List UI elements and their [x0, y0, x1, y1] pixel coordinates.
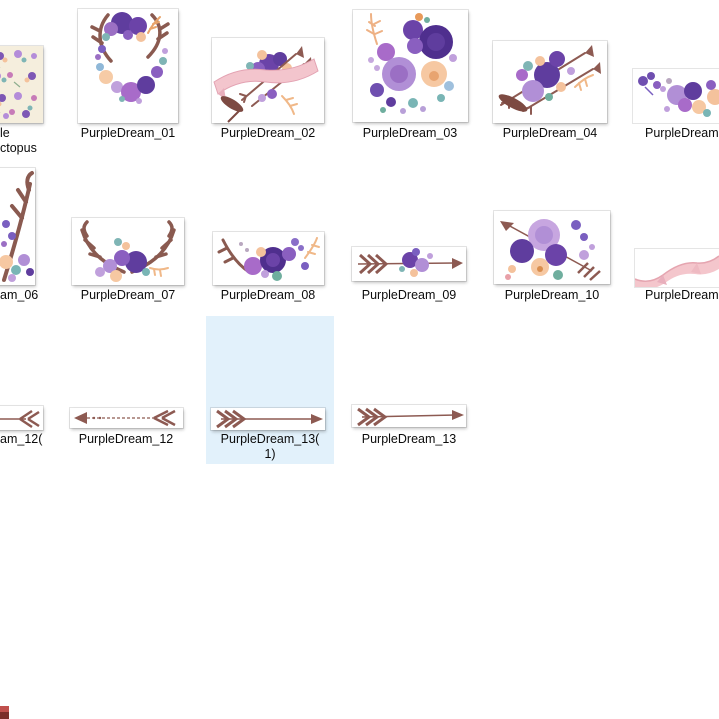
screen-corner-artifact: [0, 706, 9, 719]
file-label[interactable]: PurpleDream: [645, 126, 719, 140]
thumbnail-image-left-arrow: [74, 409, 176, 427]
file-thumbnail[interactable]: [494, 211, 610, 284]
file-label[interactable]: am_12(: [0, 432, 43, 446]
file-thumbnail[interactable]: [211, 408, 325, 430]
file-label[interactable]: PurpleDream_07: [80, 288, 176, 302]
thumbnail-image-right-arrow: [357, 407, 464, 427]
thumbnail-image-flowers-arrows: [498, 45, 601, 115]
file-label[interactable]: PurpleDream_13: [361, 432, 457, 446]
thumbnail-image-tall-antler: [0, 171, 34, 282]
thumbnail-image-flowers-arrow: [500, 219, 601, 281]
file-thumbnail[interactable]: [72, 218, 184, 285]
thumbnail-image-wreath: [90, 12, 170, 104]
thumbnail-image-arrow-flowers: [357, 248, 463, 277]
file-thumbnail[interactable]: [212, 38, 324, 123]
file-thumbnail[interactable]: [353, 10, 468, 122]
file-label[interactable]: PurpleDream_02: [220, 126, 316, 140]
file-thumbnail[interactable]: [78, 9, 178, 123]
file-label[interactable]: PurpleDream_10: [504, 288, 600, 302]
thumbnail-image-antler-garland: [217, 237, 320, 281]
file-thumbnail[interactable]: [70, 408, 183, 428]
thumbnail-image-floral-sprigs: [0, 50, 37, 119]
file-thumbnail[interactable]: [0, 406, 43, 430]
thumbnail-image-arrow-fragment: [0, 409, 40, 429]
thumbnail-image-pink-ribbon: [635, 255, 719, 287]
file-thumbnail[interactable]: [493, 41, 607, 123]
file-label[interactable]: PurpleDream_04: [502, 126, 598, 140]
file-thumbnail[interactable]: [213, 232, 324, 285]
thumbnail-image-right-arrow: [216, 409, 323, 429]
selection-highlight: [206, 316, 334, 464]
thumbnail-image-ribbon-banner: [213, 46, 319, 123]
file-thumbnail[interactable]: [633, 69, 719, 123]
thumbnail-image-garland: [638, 72, 719, 117]
file-thumbnail[interactable]: [635, 249, 719, 287]
file-label[interactable]: PurpleDream_03: [362, 126, 458, 140]
file-label[interactable]: PurpleDream_01: [80, 126, 176, 140]
file-thumbnail[interactable]: [0, 168, 35, 285]
file-label[interactable]: le ctopus: [0, 126, 37, 155]
thumbnail-image-antler-pair: [80, 220, 176, 282]
file-label[interactable]: PurpleDream_12: [78, 432, 174, 446]
file-label[interactable]: PurpleDream_08: [220, 288, 316, 302]
file-label[interactable]: am_06: [0, 288, 39, 302]
file-label[interactable]: PurpleDream: [645, 288, 719, 302]
file-thumbnail[interactable]: [0, 46, 43, 123]
file-thumbnail[interactable]: [352, 405, 466, 427]
thumbnail-image-bouquet: [366, 13, 457, 114]
file-label[interactable]: PurpleDream_09: [361, 288, 457, 302]
file-label[interactable]: PurpleDream_13( 1): [220, 432, 320, 461]
file-thumbnail[interactable]: [352, 247, 466, 281]
